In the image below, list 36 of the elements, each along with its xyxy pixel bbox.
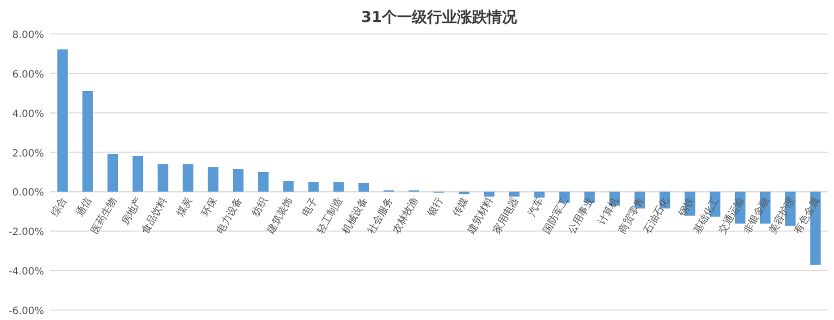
bar (308, 182, 319, 192)
bar (484, 192, 494, 197)
bar (107, 154, 118, 192)
x-tick-label: 环保 (200, 196, 220, 219)
x-tick-label: 汽车 (526, 195, 546, 219)
bar (182, 164, 194, 192)
bar (57, 49, 68, 192)
bar (232, 169, 244, 192)
bar (534, 192, 545, 198)
bar (82, 90, 93, 192)
chart-title: 31个一级行业涨跌情况 (361, 8, 518, 26)
y-tick-label: -4.00% (8, 266, 44, 278)
bar (283, 181, 294, 192)
bar (158, 164, 168, 192)
x-tick-label: 钢铁 (676, 195, 697, 220)
y-tick-label: 8.00% (12, 30, 44, 41)
x-tick-label: 综合 (48, 195, 70, 219)
x-tick-label: 电子 (300, 195, 320, 219)
y-tick-label: 0.00% (12, 188, 44, 199)
bar (132, 156, 144, 192)
x-tick-label: 煤炭 (174, 195, 195, 219)
y-tick-label: -2.00% (8, 227, 44, 238)
x-tick-label: 纺织 (250, 195, 270, 219)
bar (258, 172, 269, 192)
x-tick-label: 通信 (74, 195, 94, 219)
bar (333, 182, 344, 192)
x-tick-label: 传媒 (451, 196, 471, 219)
y-tick-label: 2.00% (12, 148, 44, 160)
bar (358, 183, 369, 192)
bar (208, 167, 218, 192)
y-tick-label: -6.00% (8, 306, 44, 317)
x-tick-label: 银行 (426, 196, 446, 220)
bar (509, 192, 520, 197)
bar (458, 192, 470, 194)
y-tick-label: 6.00% (12, 69, 44, 80)
y-tick-label: 4.00% (12, 108, 44, 120)
